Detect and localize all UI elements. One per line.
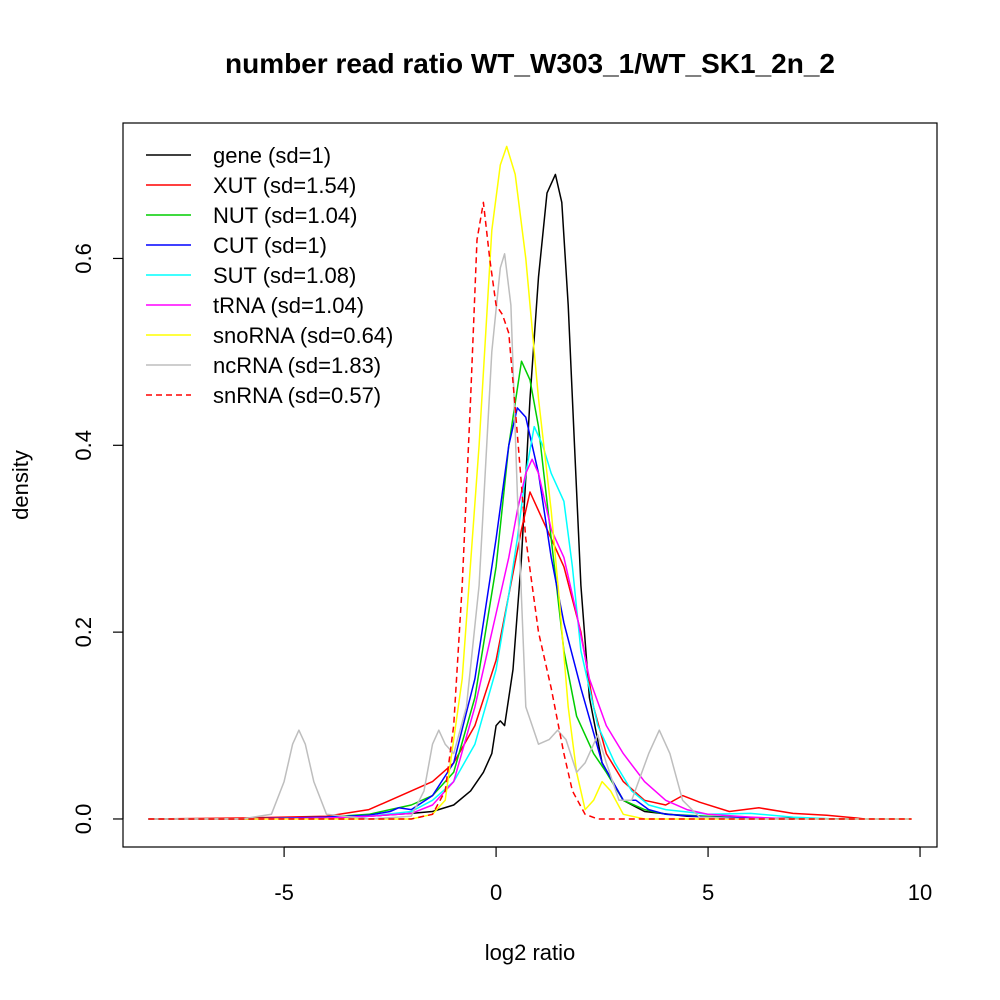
legend-label: CUT (sd=1): [213, 233, 327, 258]
series-line-8: [148, 201, 912, 820]
y-tick-label: 0.0: [71, 804, 96, 835]
legend-label: NUT (sd=1.04): [213, 203, 357, 228]
legend-label: ncRNA (sd=1.83): [213, 353, 381, 378]
series-line-2: [148, 360, 793, 820]
series-line-5: [148, 458, 793, 820]
x-axis-label: log2 ratio: [485, 940, 576, 965]
plot-area-frame: [122, 122, 938, 848]
series-layer: [148, 145, 912, 820]
legend-label: snoRNA (sd=0.64): [213, 323, 393, 348]
y-tick-label: 0.2: [71, 617, 96, 648]
x-tick-label: 5: [702, 880, 714, 905]
x-tick-label: 10: [908, 880, 932, 905]
legend-label: SUT (sd=1.08): [213, 263, 356, 288]
y-tick-label: 0.4: [71, 430, 96, 461]
legend: gene (sd=1) XUT (sd=1.54) NUT (sd=1.04) CUT…: [146, 143, 393, 408]
series-line-3: [148, 407, 793, 820]
legend-label: gene (sd=1): [213, 143, 331, 168]
x-tick-label: 0: [490, 880, 502, 905]
legend-label: XUT (sd=1.54): [213, 173, 356, 198]
legend-label: snRNA (sd=0.57): [213, 383, 381, 408]
y-tick-label: 0.6: [71, 243, 96, 274]
series-line-7: [148, 253, 912, 820]
x-tick-label: -5: [274, 880, 294, 905]
legend-label: tRNA (sd=1.04): [213, 293, 364, 318]
series-line-4: [148, 425, 836, 820]
series-line-6: [148, 145, 912, 820]
y-axis: 0.0 0.2 0.4 0.6: [71, 243, 124, 835]
x-axis: -5 0 5 10: [274, 846, 932, 905]
series-line-1: [148, 491, 865, 820]
y-axis-label: density: [8, 450, 33, 520]
chart-title: number read ratio WT_W303_1/WT_SK1_2n_2: [225, 48, 835, 79]
